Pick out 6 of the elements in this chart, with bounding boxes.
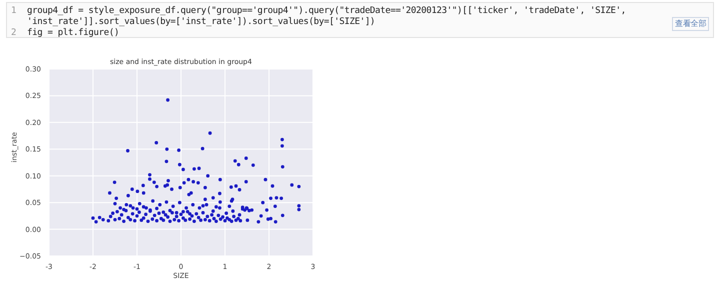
text: group4_df = style_exposure_df.query("group=='group4'").query("tradeDate=='20200123'")[['ticker', 'tradeDate', 'SIZE',	[27, 5, 626, 17]
text: fig = plt.figure()	[27, 27, 120, 39]
text: 2	[11, 27, 16, 39]
text: 1	[11, 5, 16, 17]
text: 'inst_rate']].sort_values(by=['inst_rate']).sort_values(by=['SIZE'])	[27, 16, 376, 28]
text: 查看全部	[672, 17, 709, 31]
